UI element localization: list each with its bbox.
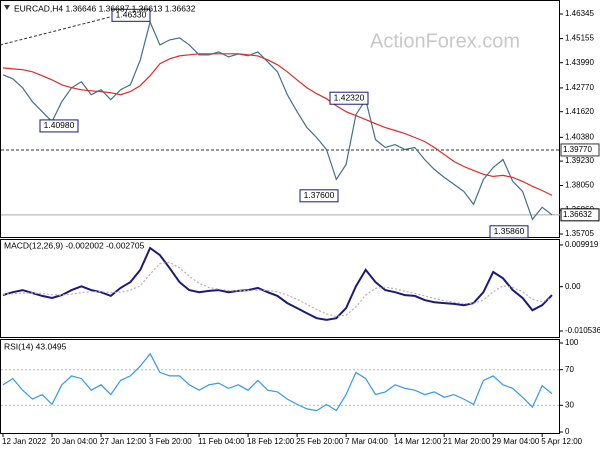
panel-title: EURCAD,H4 1.36646 1.36687 1.36613 1.3663… [14,3,196,13]
level-label-box [560,143,600,157]
x-tick-label: 12 Jan 2022 [2,437,47,446]
annotation-label: 1.42320 [334,92,365,102]
x-tick-label: 3 Feb 20:00 [149,437,192,446]
annotation-box [299,189,339,203]
y-tick-label: 1.45155 [565,34,594,43]
annotation-box [39,119,79,133]
price-panel [0,0,560,238]
watermark: ActionForex.com [370,30,520,52]
y-tick-label: 30 [565,400,574,409]
x-tick-label: 18 Feb 12:00 [247,437,295,446]
series-line [2,352,553,412]
y-tick-label: 1.43990 [565,58,594,67]
annotation-box [111,8,151,22]
rsi-panel [0,339,560,434]
series-line [2,246,553,321]
annotation-label: 1.46330 [116,10,147,20]
x-tick-label: 25 Feb 20:00 [296,437,344,446]
annotation-label: 1.40980 [44,120,75,130]
x-tick-label: 29 Mar 04:00 [492,437,540,446]
y-tick-label: 1.38050 [565,181,594,190]
symbol-icon [4,5,10,10]
y-tick-label: 1.39230 [565,156,594,165]
y-tick-label: 1.41620 [565,107,594,116]
x-tick-label: 5 Apr 12:00 [541,437,582,446]
y-tick-label: 0.00 [565,282,581,291]
annotation-label: 1.35860 [494,226,525,236]
annotation-box [329,91,369,105]
annotation-box [489,225,529,239]
y-tick-label: 1.35705 [565,229,594,238]
y-tick-label: 100 [565,338,579,347]
series-line [2,53,553,196]
x-tick-label: 27 Jan 12:00 [100,437,147,446]
trend-line [0,13,123,46]
x-tick-label: 11 Feb 04:00 [198,437,245,446]
price-label-box [560,208,600,222]
level-label: 1.39770 [563,145,592,154]
y-tick-label: -0.010536 [565,326,600,335]
y-tick-label: 70 [565,365,574,374]
annotation-label: 1.37600 [304,190,335,200]
price-label: 1.36632 [563,210,592,219]
x-tick-label: 20 Jan 04:00 [51,437,98,446]
series-line [2,20,553,221]
x-tick-label: 21 Mar 20:00 [443,437,491,446]
panel-title: MACD(12,26,9) -0.002002 -0.002705 [4,240,145,250]
panel-title: RSI(14) 43.0495 [4,341,67,351]
x-tick-label: 7 Mar 04:00 [345,437,388,446]
y-tick-label: 0.009919 [565,240,599,249]
macd-panel [0,239,560,338]
y-tick-label: 1.40380 [565,132,594,141]
y-tick-label: 1.42770 [565,83,594,92]
y-tick-label: 0 [565,427,570,436]
x-tick-label: 14 Mar 12:00 [394,437,442,446]
y-tick-label: 1.46345 [565,9,594,18]
